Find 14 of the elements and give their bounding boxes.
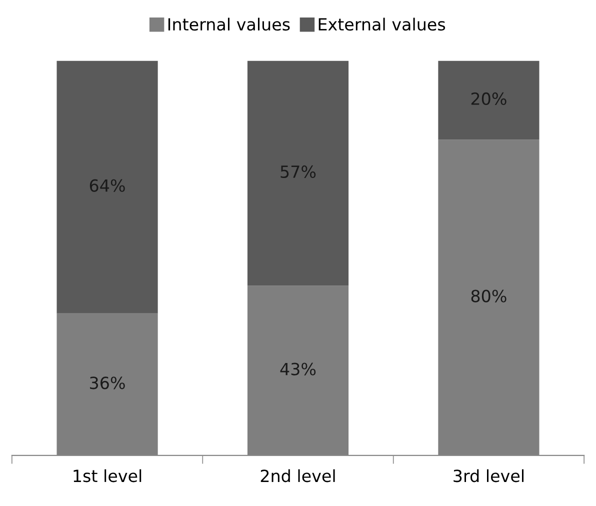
data-label: 43% [280,362,316,376]
bar [56,60,158,314]
x-tick-label: 2nd level [260,469,335,482]
x-tick-label: 3rd level [454,469,524,482]
data-label: 20% [471,92,506,106]
x-tick-label: 1st level [74,469,142,482]
legend-label: External values [318,18,446,31]
data-label: 80% [471,290,506,302]
legend-label: Internal values [168,18,290,31]
bar [438,60,540,140]
data-label: 64% [90,179,125,192]
bar [247,60,349,286]
data-label: 57% [280,165,316,178]
data-label: 36% [90,376,125,390]
